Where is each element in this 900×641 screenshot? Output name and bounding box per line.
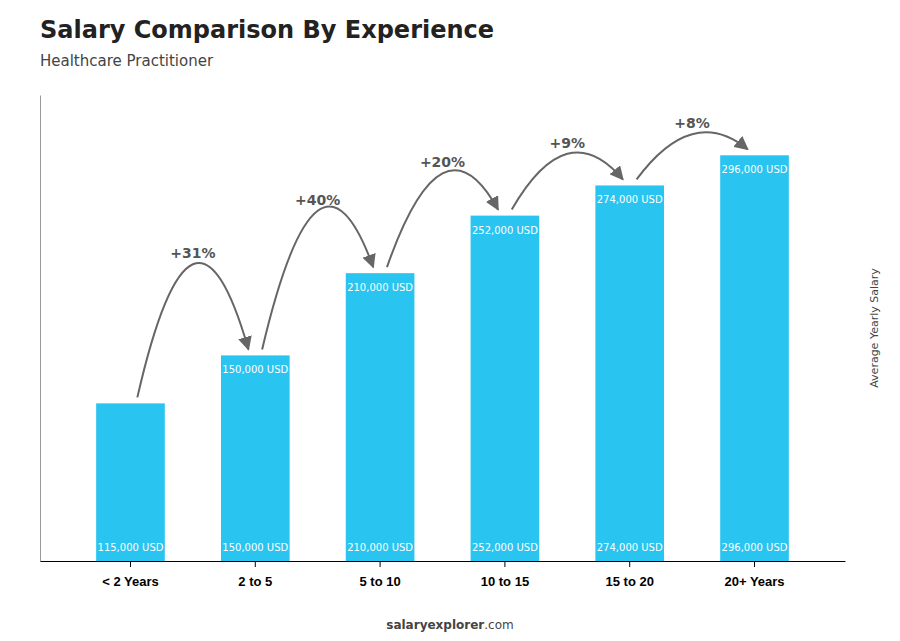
data-label: 296,000 USD <box>722 164 788 175</box>
y-axis-line <box>40 96 41 562</box>
bar <box>221 355 290 561</box>
x-axis: < 2 Years 2 to 5 5 to 10 10 to 15 15 to 20 20… <box>41 561 846 589</box>
x-tick-label: 15 to 20 <box>605 574 653 589</box>
x-tick-mark <box>504 561 505 567</box>
x-tick-mark <box>130 561 131 567</box>
data-label: 210,000 USD <box>347 542 413 553</box>
x-axis-line <box>41 561 846 562</box>
footer-part: explorer <box>427 618 484 632</box>
bar <box>595 185 664 561</box>
data-label: 115,000 USD <box>98 542 164 553</box>
annotations: +31% +40% +20% +9% +8% <box>137 115 747 397</box>
subtitle: Healthcare Practitioner <box>40 52 214 70</box>
annotation: +9% <box>550 135 586 151</box>
x-tick-mark <box>255 561 256 567</box>
annotation-arrow <box>262 206 373 349</box>
labels: 115,000 USD 150,000 USD 150,000 USD 210,000… <box>98 164 788 553</box>
data-label: 210,000 USD <box>347 282 413 293</box>
data-label: 296,000 USD <box>722 542 788 553</box>
x-tick: 15 to 20 <box>605 561 653 589</box>
x-tick-label: < 2 Years <box>102 574 159 589</box>
x-tick-mark <box>629 561 630 567</box>
data-label: 252,000 USD <box>472 542 538 553</box>
annotation-arrow <box>512 152 623 209</box>
bar <box>96 403 165 561</box>
annotation-arrow <box>387 170 498 267</box>
footer-part: .com <box>484 618 513 632</box>
data-label: 150,000 USD <box>222 364 288 375</box>
bars <box>96 155 789 561</box>
x-tick: 20+ Years <box>724 561 784 589</box>
x-tick: 10 to 15 <box>481 561 529 589</box>
chart: Salary Comparison By Experience Healthcar… <box>0 0 900 641</box>
annotation: +31% <box>170 245 215 261</box>
x-tick: < 2 Years <box>102 561 159 589</box>
plot: < 2 Years 2 to 5 5 to 10 10 to 15 15 to 20 20… <box>41 96 846 589</box>
bar <box>471 216 540 561</box>
x-tick-label: 10 to 15 <box>481 574 529 589</box>
y-axis-title: Average Yearly Salary <box>868 268 881 388</box>
x-tick-mark <box>380 561 381 567</box>
annotation-arrow <box>637 132 748 179</box>
data-label: 274,000 USD <box>597 542 663 553</box>
x-tick-label: 20+ Years <box>724 574 784 589</box>
x-tick-label: 5 to 10 <box>360 574 401 589</box>
footer: salaryexplorer.com <box>386 618 513 632</box>
bar <box>346 273 415 561</box>
annotation: +20% <box>420 154 465 170</box>
x-tick: 2 to 5 <box>238 561 272 589</box>
annotation-arrow <box>137 263 248 397</box>
data-label: 274,000 USD <box>597 194 663 205</box>
bar <box>720 155 789 561</box>
x-tick-label: 2 to 5 <box>238 574 272 589</box>
x-tick-mark <box>754 561 755 567</box>
data-label: 150,000 USD <box>222 542 288 553</box>
data-label: 252,000 USD <box>472 225 538 236</box>
footer-part: salary <box>386 618 427 632</box>
y-axis <box>40 96 41 562</box>
annotation: +8% <box>674 115 710 131</box>
title: Salary Comparison By Experience <box>40 16 494 44</box>
x-tick: 5 to 10 <box>360 561 401 589</box>
annotation: +40% <box>295 192 340 208</box>
